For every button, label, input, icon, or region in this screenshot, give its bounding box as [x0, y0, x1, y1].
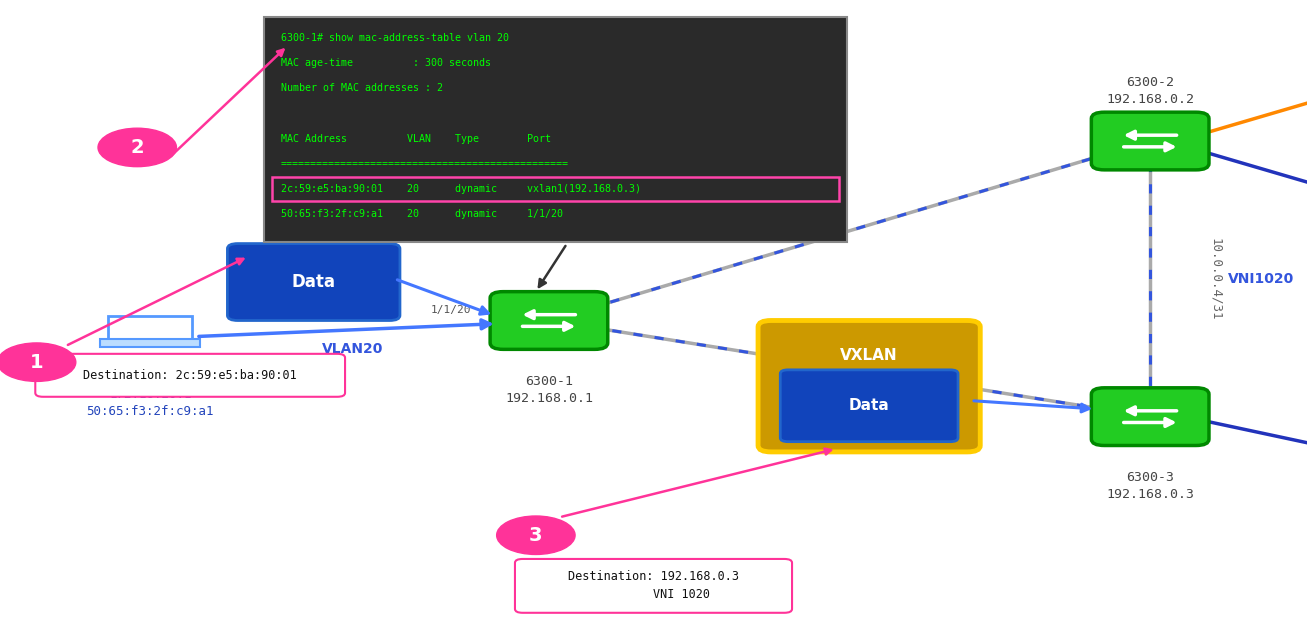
Text: 172.16.20.1
50:65:f3:2f:c9:a1: 172.16.20.1 50:65:f3:2f:c9:a1: [86, 388, 214, 418]
Text: 1: 1: [30, 353, 43, 372]
FancyBboxPatch shape: [227, 244, 400, 320]
Text: VXLAN: VXLAN: [840, 348, 898, 363]
Text: 6300-2
192.168.0.2: 6300-2 192.168.0.2: [1106, 76, 1195, 106]
Text: 6300-3
192.168.0.3: 6300-3 192.168.0.3: [1106, 471, 1195, 501]
FancyBboxPatch shape: [35, 354, 345, 397]
Text: Number of MAC addresses : 2: Number of MAC addresses : 2: [281, 83, 443, 94]
Text: 2c:59:e5:ba:90:01    20      dynamic     vxlan1(192.168.0.3): 2c:59:e5:ba:90:01 20 dynamic vxlan1(192.…: [281, 184, 640, 194]
FancyBboxPatch shape: [515, 559, 792, 613]
Text: Data: Data: [291, 273, 336, 291]
Text: 10.0.0.4/31: 10.0.0.4/31: [1209, 238, 1222, 320]
Text: 6300-1# show mac-address-table vlan 20: 6300-1# show mac-address-table vlan 20: [281, 33, 508, 43]
Text: VNI1020: VNI1020: [725, 188, 791, 203]
Text: VLAN20: VLAN20: [323, 342, 383, 356]
Text: 50:65:f3:2f:c9:a1    20      dynamic     1/1/20: 50:65:f3:2f:c9:a1 20 dynamic 1/1/20: [281, 209, 563, 219]
Circle shape: [497, 516, 575, 554]
Text: ================================================: ========================================…: [281, 159, 569, 169]
FancyBboxPatch shape: [101, 339, 200, 347]
Text: 3: 3: [529, 526, 542, 545]
Text: 2: 2: [131, 138, 144, 157]
Text: 1/1/20: 1/1/20: [431, 305, 471, 315]
Text: MAC Address          VLAN    Type        Port: MAC Address VLAN Type Port: [281, 133, 552, 144]
FancyBboxPatch shape: [264, 17, 847, 242]
Text: VNI1020: VNI1020: [1229, 272, 1294, 286]
FancyBboxPatch shape: [758, 320, 980, 452]
FancyBboxPatch shape: [1091, 112, 1209, 170]
FancyBboxPatch shape: [108, 316, 192, 344]
Circle shape: [0, 343, 76, 381]
FancyBboxPatch shape: [1091, 388, 1209, 445]
Text: 6300-1
192.168.0.1: 6300-1 192.168.0.1: [505, 375, 593, 405]
Text: Destination: 2c:59:e5:ba:90:01: Destination: 2c:59:e5:ba:90:01: [84, 369, 297, 382]
FancyBboxPatch shape: [490, 292, 608, 349]
FancyBboxPatch shape: [780, 370, 958, 442]
Text: Data: Data: [848, 398, 890, 413]
Circle shape: [98, 128, 176, 167]
Text: Destination: 192.168.0.3
        VNI 1020: Destination: 192.168.0.3 VNI 1020: [569, 570, 738, 601]
Text: MAC age-time          : 300 seconds: MAC age-time : 300 seconds: [281, 58, 491, 68]
Text: 10.0.0.0/31: 10.0.0.0/31: [755, 194, 839, 229]
